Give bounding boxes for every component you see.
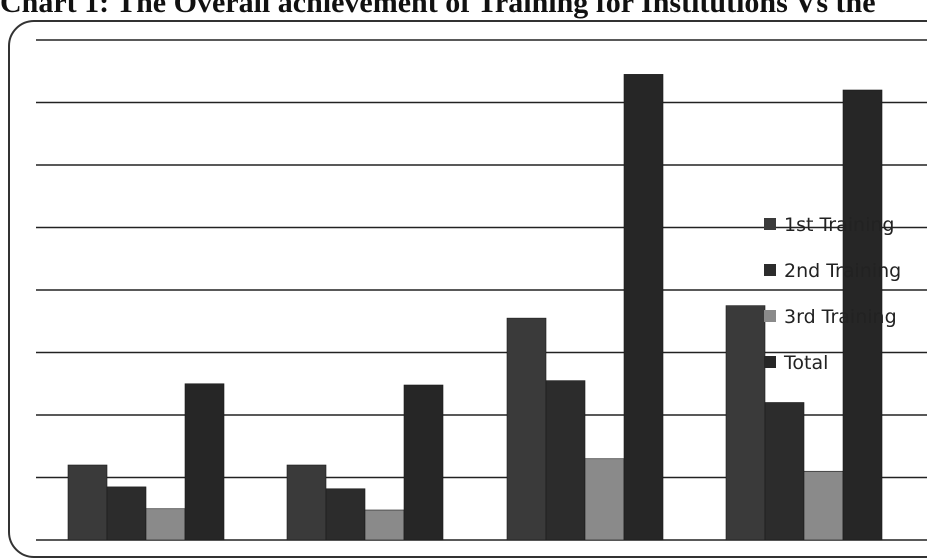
bar <box>803 470 844 541</box>
bar <box>506 317 547 541</box>
bar <box>764 402 805 541</box>
bar <box>67 464 108 541</box>
bar <box>403 384 444 541</box>
bar <box>325 488 366 541</box>
bar <box>364 509 405 541</box>
legend-label: 3rd Training <box>784 306 897 328</box>
chart-legend: 1st Training 2nd Training 3rd Training Tota… <box>764 214 901 374</box>
bar <box>725 305 766 541</box>
bars-layer <box>67 74 883 541</box>
bar <box>145 508 186 541</box>
bar <box>842 89 883 541</box>
bar <box>584 458 625 541</box>
bar <box>184 383 225 541</box>
bar <box>623 74 664 541</box>
legend-label: 1st Training <box>784 214 894 236</box>
legend-swatch <box>764 310 776 322</box>
legend-label: Total <box>783 352 828 374</box>
legend-label: 2nd Training <box>784 260 901 282</box>
bar <box>286 464 327 541</box>
legend-swatch <box>764 218 776 230</box>
bar <box>106 486 147 541</box>
legend-swatch <box>764 356 776 368</box>
legend-swatch <box>764 264 776 276</box>
bar <box>545 380 586 541</box>
chart-title: Chart 1: The Overall achievement of Trai… <box>0 0 876 19</box>
